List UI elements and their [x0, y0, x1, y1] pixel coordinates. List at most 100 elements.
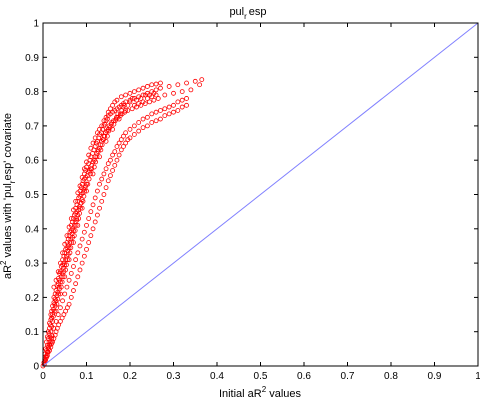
scatter-point — [121, 144, 126, 149]
scatter-point — [48, 338, 54, 344]
scatter-point — [99, 123, 105, 129]
y-tick-label: 0 — [33, 362, 39, 373]
scatter-point — [97, 154, 102, 160]
scatter-point — [136, 128, 142, 134]
scatter-point — [108, 173, 113, 179]
scatter-point — [92, 219, 98, 225]
scatter-point — [90, 226, 96, 232]
scatter-point — [88, 233, 94, 239]
scatter-point — [162, 106, 168, 112]
scatter-point — [84, 246, 89, 252]
scatter-point — [55, 296, 61, 302]
scatter-point — [71, 228, 76, 233]
scatter-point — [197, 82, 203, 88]
scatter-point — [71, 288, 76, 293]
scatter-point — [90, 202, 96, 208]
scatter-point — [50, 319, 55, 324]
scatter-point — [78, 205, 83, 211]
scatter-point — [51, 284, 57, 290]
chart-title-base: pul — [229, 6, 244, 18]
scatter-point — [144, 123, 150, 129]
scatter-point — [166, 111, 172, 117]
scatter-point — [105, 178, 111, 184]
scatter-point — [56, 291, 62, 297]
scatter-point — [94, 212, 100, 218]
scatter-point — [55, 269, 61, 275]
scatter-point — [149, 94, 155, 100]
scatter-point — [98, 147, 104, 153]
scatter-point — [60, 274, 66, 280]
scatter-point — [103, 185, 109, 191]
scatter-point — [58, 274, 64, 280]
scatter-point — [129, 96, 135, 101]
scatter-point — [179, 104, 185, 110]
scatter-point — [112, 149, 118, 155]
x-tick-label: 0.7 — [341, 371, 355, 382]
x-axis-title: Initial aR2 values — [219, 385, 302, 400]
scatter-point — [64, 284, 70, 290]
scatter-point — [158, 85, 163, 91]
scatter-point — [140, 125, 146, 131]
scatter-point — [184, 80, 189, 86]
y-axis-title: aR2 values with 'pulresp' covariate — [0, 113, 17, 279]
scatter-point — [171, 102, 176, 108]
x-axis-ticks: 0 0.1 0.2 0.3 0.4 0.5 0.6 0.7 0.8 0.9 1 — [40, 23, 480, 382]
scatter-point — [60, 298, 65, 304]
scatter-point — [49, 333, 55, 339]
scatter-point — [77, 243, 83, 249]
scatter-point — [81, 229, 87, 235]
scatter-point — [123, 108, 129, 113]
scatter-point — [118, 137, 124, 143]
scatter-point — [66, 301, 72, 307]
scatter-point — [136, 87, 142, 93]
scatter-point — [105, 109, 111, 115]
chart-title-sub: r — [244, 12, 247, 21]
scatter-point — [101, 171, 107, 177]
scatter-point — [121, 133, 126, 139]
scatter-point — [62, 262, 68, 268]
scatter-point — [97, 205, 102, 211]
scatter-point — [105, 161, 111, 167]
scatter-point — [125, 102, 131, 108]
scatter-point — [112, 162, 118, 168]
scatter-point — [97, 181, 102, 187]
scatter-point — [149, 82, 155, 88]
scatter-point — [75, 222, 81, 228]
scatter-point — [88, 171, 93, 177]
scatter-point — [77, 183, 83, 189]
scatter-point — [48, 329, 54, 335]
scatter-point — [123, 130, 129, 136]
scatter-point — [149, 120, 155, 125]
y-tick-label: 0.7 — [25, 121, 39, 132]
scatter-point — [60, 250, 65, 256]
scatter-point — [94, 154, 100, 160]
scatter-point — [59, 279, 65, 285]
scatter-point — [155, 96, 161, 101]
scatter-point — [84, 222, 89, 228]
scatter-point — [75, 274, 81, 280]
scatter-point — [131, 89, 137, 94]
scatter-point — [127, 99, 133, 105]
scatter-point — [144, 84, 150, 89]
y-tick-label: 0.5 — [25, 190, 39, 201]
scatter-point — [184, 96, 189, 101]
scatter-point — [162, 113, 168, 119]
scatter-point — [55, 312, 61, 317]
scatter-point — [199, 77, 205, 82]
scatter-point — [123, 92, 129, 98]
scatter-point — [136, 101, 142, 107]
scatter-point — [82, 188, 88, 194]
scatter-point — [71, 207, 76, 213]
scatter-point — [97, 126, 102, 132]
scatter-point — [58, 284, 64, 290]
scatter-point — [64, 262, 69, 268]
scatter-point — [75, 250, 81, 256]
scatter-point — [140, 116, 146, 122]
scatter-point — [66, 277, 72, 283]
scatter-point — [114, 157, 120, 163]
scatter-point — [114, 144, 120, 149]
x-tick-label: 1 — [475, 371, 480, 382]
scatter-point — [62, 241, 68, 247]
x-tick-label: 0.4 — [210, 371, 224, 382]
